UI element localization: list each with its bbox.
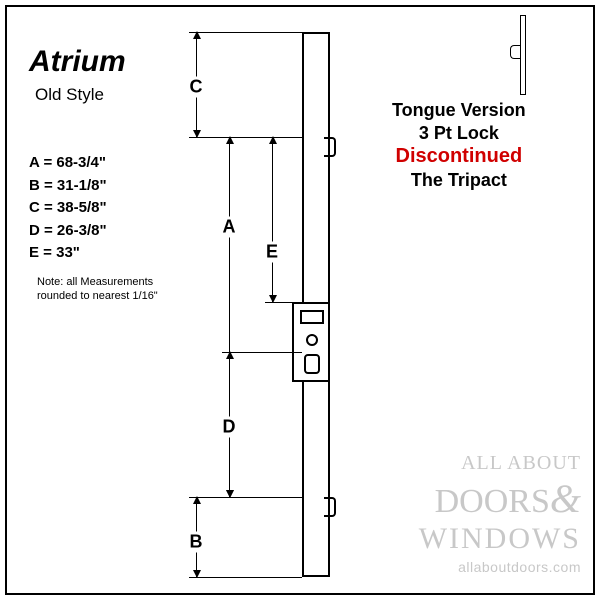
variant-line-4: The Tripact [392, 169, 526, 192]
watermark-amp: & [550, 476, 581, 521]
dim-b-label: B [188, 532, 205, 553]
note-line-2: rounded to nearest 1/16" [37, 289, 158, 303]
lock-diagram [262, 32, 342, 577]
cam-icon [304, 354, 320, 374]
measure-e: E = 33" [29, 242, 107, 265]
note-line-1: Note: all Measurements [37, 275, 158, 289]
watermark-line1: ALL ABOUT [419, 452, 581, 475]
extline [189, 497, 302, 498]
watermark-doors: DOORS [435, 483, 550, 520]
watermark-url: allaboutdoors.com [419, 559, 581, 575]
dim-e-label: E [264, 242, 280, 263]
watermark: ALL ABOUT DOORS& WINDOWS allaboutdoors.c… [419, 452, 581, 575]
variant-block: Tongue Version 3 Pt Lock Discontinued Th… [392, 99, 526, 192]
dim-c-label: C [188, 77, 205, 98]
measure-a: A = 68-3/4" [29, 152, 107, 175]
extline [189, 32, 302, 33]
dim-a-label: A [221, 217, 238, 238]
dim-d-label: D [221, 417, 238, 438]
extline [222, 352, 302, 353]
measure-c: C = 38-5/8" [29, 197, 107, 220]
hook-top [324, 137, 336, 157]
diagram-frame: Atrium Old Style A = 68-3/4" B = 31-1/8"… [5, 5, 595, 595]
lock-case [292, 302, 330, 382]
extline [189, 577, 302, 578]
dim-e [272, 137, 273, 302]
measure-b: B = 31-1/8" [29, 175, 107, 198]
measure-d: D = 26-3/8" [29, 220, 107, 243]
watermark-windows: WINDOWS [419, 522, 581, 556]
product-title: Atrium [29, 45, 126, 79]
cylinder-icon [306, 334, 318, 346]
measurement-note: Note: all Measurements rounded to neares… [37, 275, 158, 304]
variant-line-2: 3 Pt Lock [392, 122, 526, 145]
hook-bottom [324, 497, 336, 517]
tongue-mini-icon [508, 15, 538, 95]
measurement-list: A = 68-3/4" B = 31-1/8" C = 38-5/8" D = … [29, 152, 107, 265]
product-subtitle: Old Style [35, 85, 104, 105]
discontinued-label: Discontinued [392, 144, 526, 169]
latch-icon [300, 310, 324, 324]
variant-line-1: Tongue Version [392, 99, 526, 122]
extline [189, 137, 302, 138]
